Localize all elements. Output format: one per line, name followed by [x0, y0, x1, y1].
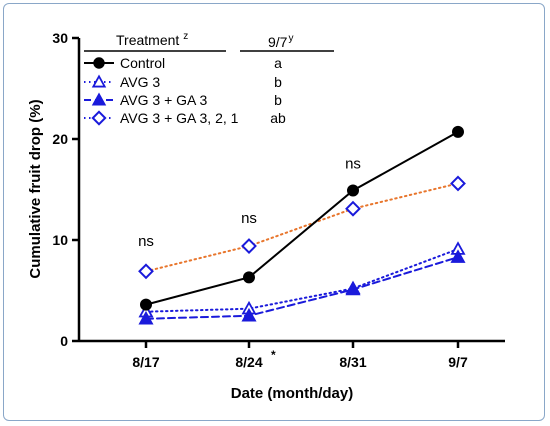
legend-label-avg-3: AVG 3: [120, 74, 160, 90]
x-tick-label: 8/17: [132, 354, 159, 370]
x-tick-label: 8/24: [235, 354, 262, 370]
legend-letter-avg-3: b: [274, 74, 282, 90]
legend-label-avg-3-ga-3-2-1: AVG 3 + GA 3, 2, 1: [120, 110, 239, 126]
legend-letter-avg-3-ga-3-2-1: ab: [270, 110, 286, 126]
data-point-control: [140, 298, 152, 311]
data-point-avg-3-ga-3: [138, 310, 154, 325]
annotations: ns ns ns: [138, 155, 361, 250]
x-tick-significance-mark: *: [271, 348, 276, 362]
significance-annotation: ns: [345, 155, 361, 172]
series-markers: [138, 125, 466, 325]
data-point-control: [243, 271, 255, 284]
legend-header-date-sup: y: [288, 33, 293, 44]
legend-label-avg-3-ga-3: AVG 3 + GA 3: [120, 92, 208, 108]
figure-frame: [3, 3, 545, 421]
y-tick-label: 10: [52, 232, 68, 248]
series-line-avg-3: [145, 248, 459, 313]
data-point-avg-3-ga-3-2-1: [138, 263, 154, 280]
series-lines: [145, 130, 459, 320]
y-axis-title: Cumulative fruit drop (%): [27, 99, 44, 278]
data-point-control: [347, 184, 359, 197]
series-line-avg-3-ga-3: [145, 256, 459, 320]
legend: Treatment z 9/7y Control a AVG 3 b AVG 3 + GA…: [84, 31, 334, 126]
legend-marker-avg-3: [91, 74, 107, 88]
series-line-avg-3-ga-3-2-1: [145, 182, 459, 273]
legend-letter-control: a: [274, 55, 282, 71]
data-point-avg-3-ga-3-2-1: [345, 200, 361, 217]
x-tick-label: 9/7: [448, 354, 468, 370]
y-tick-label: 0: [60, 333, 68, 349]
legend-marker-avg-3-ga-3-2-1: [91, 110, 107, 126]
data-point-control: [452, 125, 464, 138]
data-point-avg-3-ga-3: [450, 249, 466, 263]
data-point-avg-3-ga-3-2-1: [241, 238, 257, 254]
significance-annotation: ns: [138, 233, 154, 250]
legend-header-treatment-sup: z: [183, 31, 188, 42]
series-line-control: [145, 130, 459, 306]
y-tick-label: 20: [52, 131, 68, 147]
legend-letter-avg-3-ga-3: b: [274, 92, 282, 108]
data-point-avg-3-ga-3: [241, 307, 257, 322]
x-tick-label: 8/31: [339, 354, 366, 370]
significance-annotation: ns: [241, 210, 257, 227]
legend-header-date: 9/7y: [268, 33, 293, 50]
data-point-avg-3-ga-3: [345, 281, 361, 296]
legend-label-control: Control: [120, 55, 165, 71]
legend-marker-control: [93, 57, 105, 69]
y-tick-label: 30: [52, 30, 68, 46]
x-axis-title: Date (month/day): [231, 385, 354, 402]
data-point-avg-3-ga-3-2-1: [450, 175, 466, 192]
legend-rows: Control a AVG 3 b AVG 3 + GA 3 b AVG 3 + GA 3,…: [84, 55, 286, 126]
x-ticks: 8/17 8/24 * 8/31 9/7: [132, 341, 468, 370]
y-ticks: 0 10 20 30: [52, 30, 79, 349]
legend-marker-avg-3-ga-3: [91, 92, 107, 106]
legend-header-treatment: Treatment z: [116, 31, 188, 48]
